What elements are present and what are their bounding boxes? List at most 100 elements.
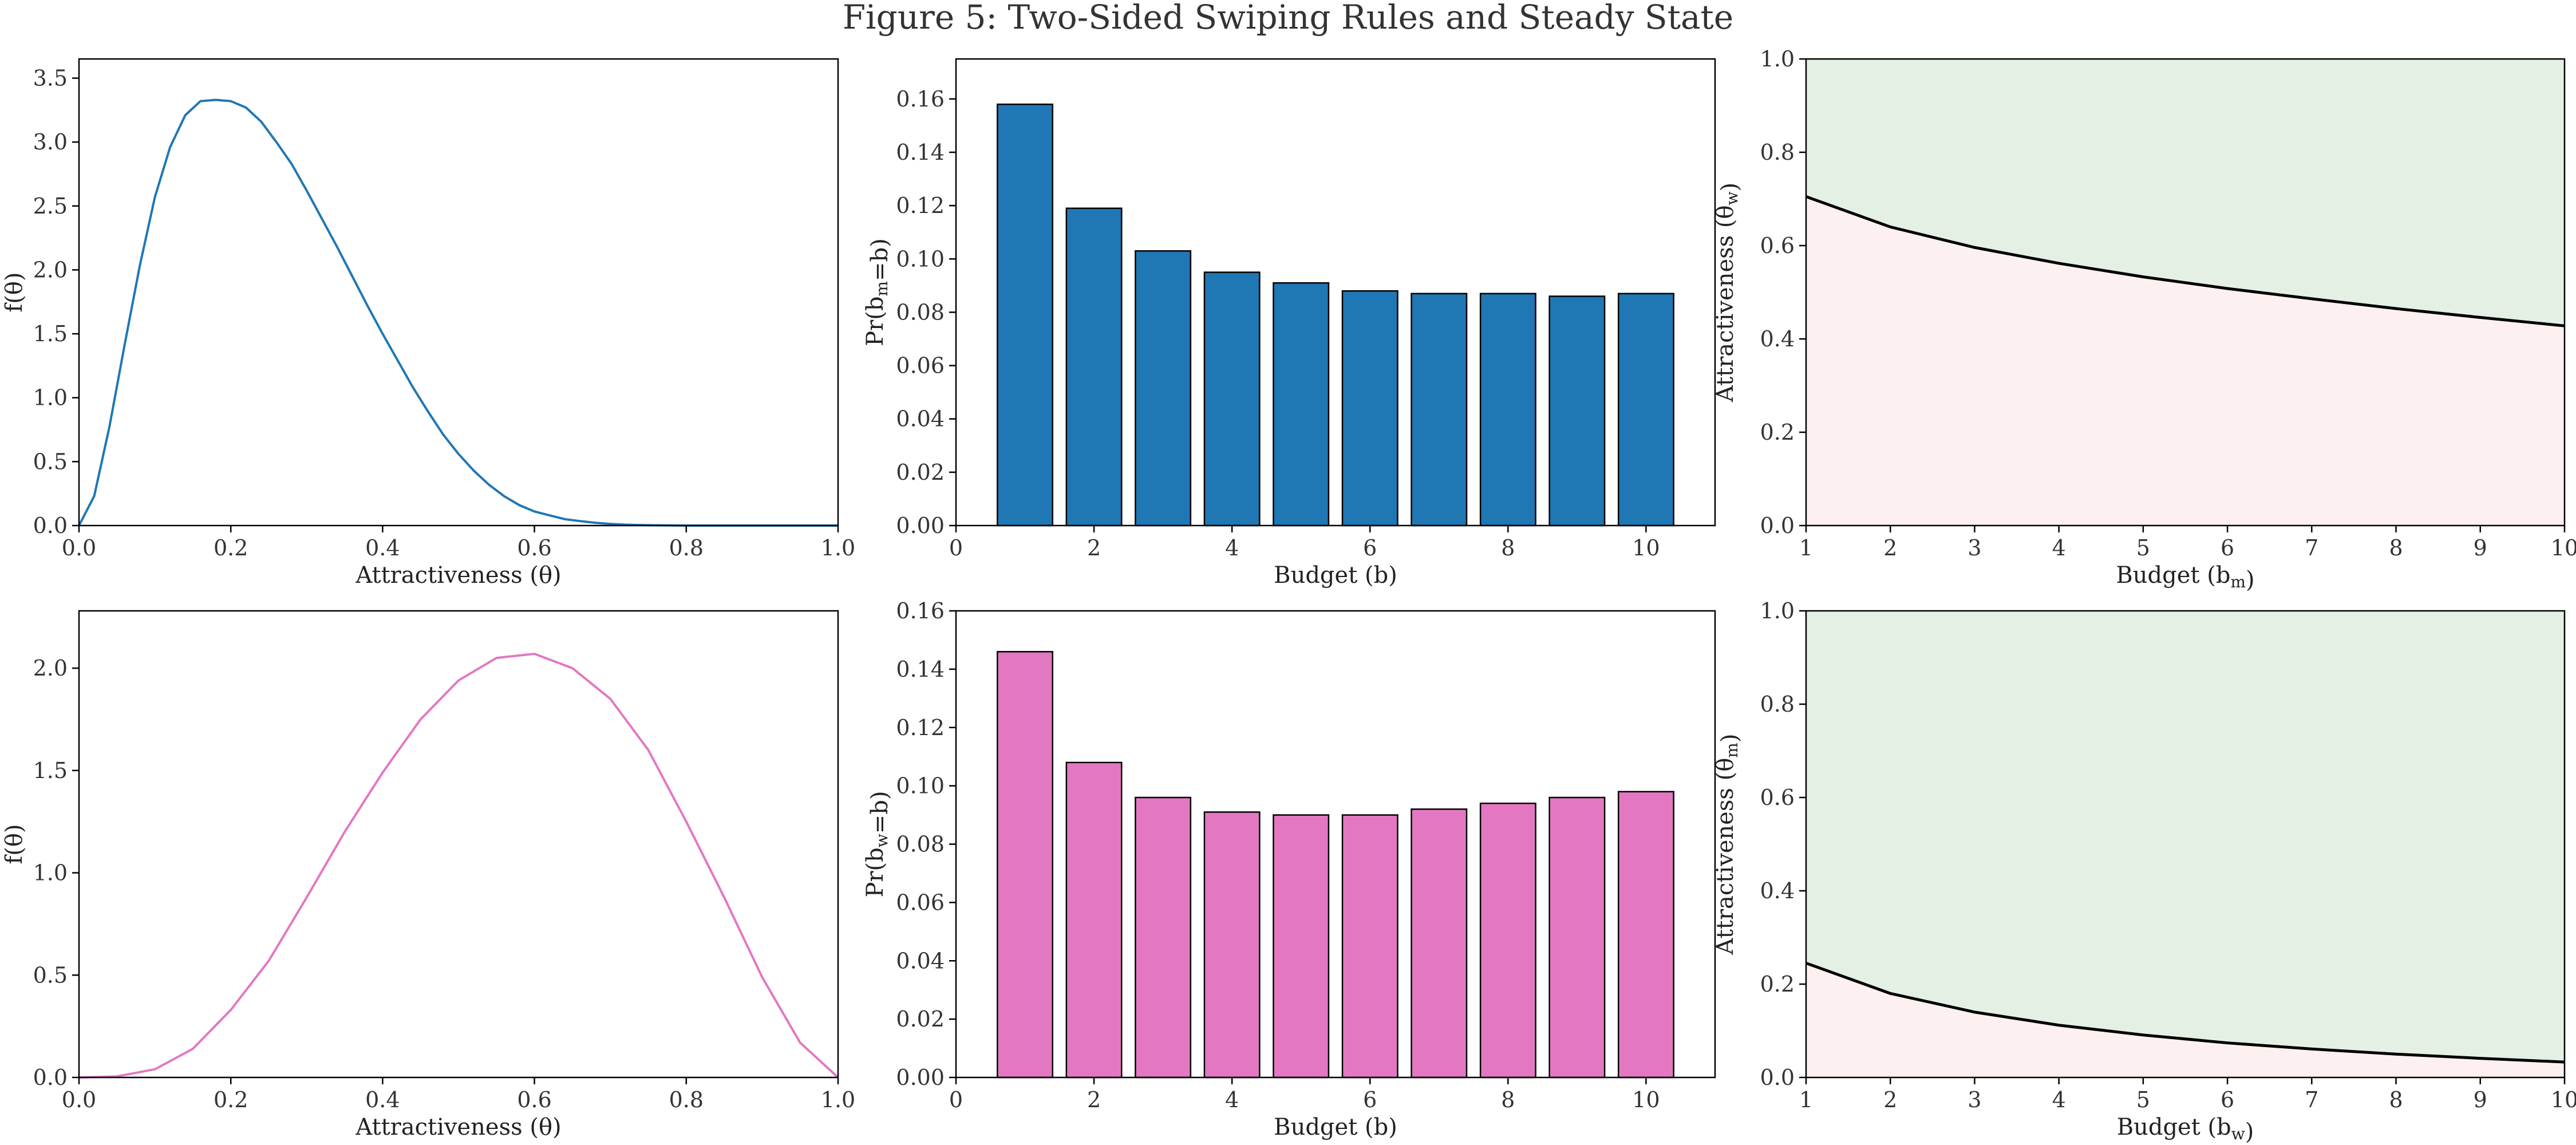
y-tick-label: 3.0: [33, 129, 68, 155]
y-tick-label: 1.0: [1760, 598, 1795, 623]
y-tick-label: 1.5: [33, 758, 68, 783]
y-axis-label: Attractiveness (θm): [1712, 734, 1743, 956]
x-tick-label: 4: [2052, 1087, 2066, 1112]
density-line: [78, 98, 838, 527]
x-tick-label: 7: [2305, 535, 2318, 560]
panel-4: 0.0 0.2 0.4 0.6 0.8 1.0 0.0 0.5 1.0 1.5 2.0 Attract…: [1, 610, 855, 1140]
y-tick-label: 0.0: [33, 1065, 68, 1090]
y-tick-label: 0.0: [1760, 1065, 1795, 1090]
y-tick-label: 0.8: [1760, 140, 1795, 165]
x-tick-label: 0.2: [214, 535, 248, 560]
y-tick-label: 0.16: [896, 598, 945, 623]
panel-2: 0 2 4 6 8 10 0.00 0.02 0.04 0.06 0.08 0.10 0.12 0.14 0…: [862, 58, 1716, 589]
reject-region: [1806, 963, 2565, 1077]
x-tick-label: 0.6: [517, 535, 551, 560]
x-tick-label: 4: [2052, 535, 2066, 560]
x-tick-label: 10: [1632, 535, 1660, 560]
reject-region: [1806, 196, 2565, 526]
x-tick-label: 8: [1501, 535, 1515, 560]
y-axis-label: f(θ): [1, 272, 27, 312]
bar-1: [997, 103, 1054, 527]
y-tick-label: 0.06: [896, 353, 945, 378]
bar-8: [1479, 802, 1536, 1079]
y-axis-label: Attractiveness (θw): [1712, 183, 1743, 402]
y-tick-label: 0.02: [896, 460, 945, 485]
x-tick-label: 3: [1967, 1087, 1981, 1112]
bar-3: [1135, 250, 1192, 527]
x-tick-label: 9: [2474, 535, 2487, 560]
x-tick-label: 10: [2551, 535, 2576, 560]
threshold-line: [1805, 961, 2565, 1064]
x-tick-label: 9: [2474, 1087, 2487, 1112]
y-tick-label: 0.8: [1760, 692, 1795, 717]
x-tick-label: 0.0: [62, 1087, 96, 1112]
x-tick-label: 2: [1087, 1087, 1101, 1112]
y-axis-label: Pr(bm=b): [862, 238, 893, 346]
y-tick-label: 0.14: [896, 140, 945, 165]
x-axis-label: Attractiveness (θ): [355, 1114, 561, 1140]
panel-5: 0 2 4 6 8 10 0.00 0.02 0.04 0.06 0.08 0.10 0.12 0.14 0…: [862, 598, 1716, 1140]
y-tick-label: 1.0: [1760, 46, 1795, 72]
bar-7: [1411, 293, 1468, 527]
y-tick-label: 0.12: [896, 193, 945, 218]
bar-4: [1203, 271, 1261, 527]
bar-2: [1065, 207, 1123, 527]
y-tick-label: 1.0: [33, 385, 68, 410]
bar-4: [1203, 811, 1261, 1079]
x-tick-label: 0.8: [669, 535, 704, 560]
x-axis-label: Budget (b): [1274, 1114, 1397, 1140]
x-tick-label: 0: [949, 1087, 963, 1112]
x-tick-label: 2: [1883, 1087, 1897, 1112]
y-tick-label: 0.02: [896, 1006, 945, 1032]
plot-frame: [78, 58, 839, 527]
x-tick-label: 0: [949, 535, 963, 560]
y-tick-label: 0.6: [1760, 233, 1795, 258]
x-tick-label: 0.6: [517, 1087, 551, 1112]
panels: 0.0 0.2 0.4 0.6 0.8 1.0 0.0 0.5 1.0 1.5 2.0 2.5 3.0 3…: [1, 46, 2576, 1145]
y-tick-label: 0.4: [1760, 878, 1795, 903]
x-tick-label: 8: [2389, 1087, 2403, 1112]
x-tick-label: 5: [2136, 535, 2150, 560]
x-tick-label: 8: [1501, 1087, 1515, 1112]
y-tick-label: 0.0: [33, 513, 68, 538]
x-tick-label: 0.8: [669, 1087, 704, 1112]
x-tick-label: 0.4: [365, 1087, 400, 1112]
y-tick-label: 1.0: [33, 860, 68, 886]
bar-10: [1617, 791, 1674, 1079]
x-tick-label: 4: [1225, 535, 1239, 560]
x-axis-label: Budget (b): [1274, 562, 1397, 589]
y-tick-label: 0.5: [33, 449, 68, 474]
y-tick-label: 0.06: [896, 890, 945, 915]
bar-8: [1479, 293, 1536, 527]
bar-5: [1273, 814, 1330, 1079]
y-tick-label: 0.10: [896, 246, 945, 271]
y-tick-label: 0.14: [896, 657, 945, 682]
x-tick-label: 2: [1087, 535, 1101, 560]
bar-6: [1341, 290, 1398, 527]
x-tick-label: 10: [2551, 1087, 2576, 1112]
figure-title: Figure 5: Two-Sided Swiping Rules and St…: [843, 0, 1733, 37]
y-axis-label: Pr(bw=b): [862, 791, 893, 898]
y-tick-label: 3.5: [33, 65, 68, 90]
panel-3: 1 2 3 4 5 6 7 8 9 10 0.0 0.2 0.4 0.6 0.8 1.0 Budget (bm)…: [1712, 46, 2576, 593]
bar-9: [1548, 796, 1606, 1079]
bar-7: [1411, 808, 1468, 1079]
bar-1: [997, 651, 1054, 1079]
y-tick-label: 2.5: [33, 194, 68, 219]
panel-6: 1 2 3 4 5 6 7 8 9 10 0.0 0.2 0.4 0.6 0.8 1.0 Budget (bw)…: [1712, 598, 2576, 1145]
x-tick-label: 5: [2136, 1087, 2150, 1112]
y-tick-label: 2.0: [33, 257, 68, 282]
y-tick-label: 0.08: [896, 299, 945, 325]
y-tick-label: 0.00: [896, 513, 945, 538]
x-tick-label: 4: [1225, 1087, 1239, 1112]
x-axis-label: Budget (bm): [2116, 562, 2254, 593]
x-tick-label: 3: [1967, 535, 1981, 560]
bar-9: [1548, 295, 1606, 527]
x-tick-label: 7: [2305, 1087, 2318, 1112]
y-tick-label: 0.6: [1760, 785, 1795, 810]
x-tick-label: 0.2: [214, 1087, 248, 1112]
y-tick-label: 1.5: [33, 321, 68, 346]
x-tick-label: 6: [1363, 1087, 1377, 1112]
density-line: [78, 653, 839, 1079]
